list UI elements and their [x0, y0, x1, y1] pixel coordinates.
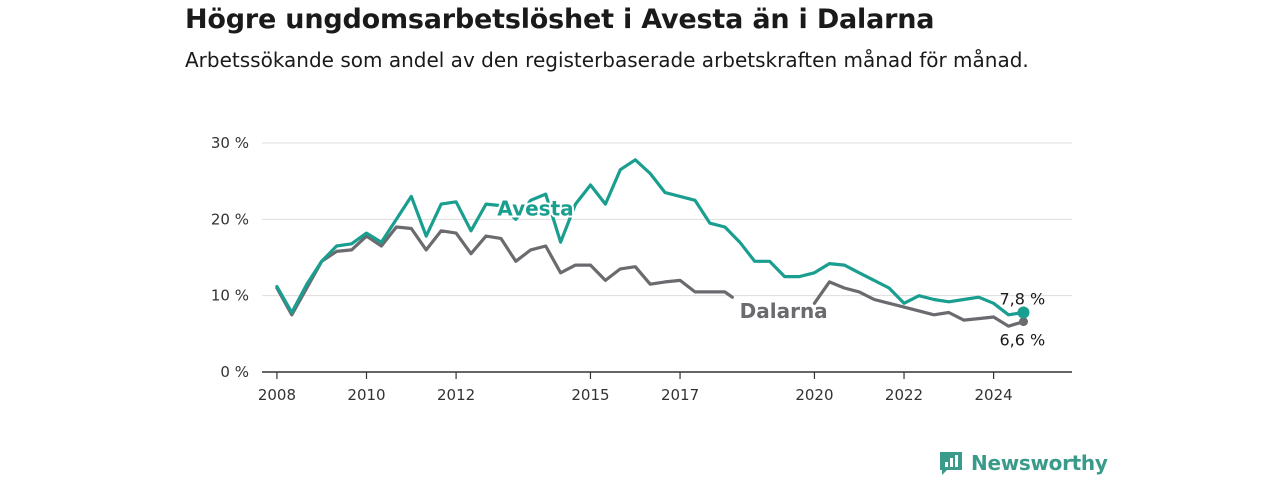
series-line-avesta — [275, 158, 1026, 317]
grid-lines — [262, 142, 1072, 373]
series-line-dalarna — [275, 225, 1026, 328]
x-tick-label: 2024 — [975, 386, 1013, 404]
y-tick-label: 20 % — [211, 210, 249, 228]
series-layer — [275, 158, 1030, 328]
series-end-point-avesta — [1017, 306, 1030, 319]
y-tick-label: 0 % — [220, 363, 249, 381]
chart-title: Högre ungdomsarbetslöshet i Avesta än i … — [185, 4, 935, 35]
x-tick-label: 2020 — [795, 386, 833, 404]
line-chart: 0 % 10 % 20 % 30 % 2008 2010 2012 2015 2017 2020 2… — [211, 134, 1072, 404]
series-labels: 6,6 % 7,8 % Avesta Dalarna — [495, 195, 1045, 350]
end-value-label-avesta: 7,8 % — [999, 289, 1045, 308]
brand-name: Newsworthy — [971, 451, 1108, 475]
x-tick-label: 2012 — [437, 386, 475, 404]
series-name-label-dalarna: Dalarna — [740, 299, 828, 323]
x-tick-label: 2010 — [347, 386, 385, 404]
chart-subtitle: Arbetssökande som andel av den registerb… — [185, 48, 1029, 72]
series-end-point-dalarna — [1018, 317, 1028, 327]
x-tick-label: 2017 — [661, 386, 699, 404]
axis-ticks: 0 % 10 % 20 % 30 % 2008 2010 2012 2015 2017 2020 2… — [211, 134, 1013, 404]
y-tick-label: 30 % — [211, 134, 249, 152]
end-value-label-dalarna: 6,6 % — [999, 331, 1045, 350]
x-tick-label: 2008 — [258, 386, 296, 404]
brand-logo: Newsworthy — [938, 450, 1108, 476]
x-tick-label: 2015 — [571, 386, 609, 404]
newsworthy-logo-icon — [940, 452, 962, 475]
y-tick-label: 10 % — [211, 287, 249, 305]
series-name-label-avesta: Avesta — [497, 197, 573, 221]
x-tick-label: 2022 — [885, 386, 923, 404]
